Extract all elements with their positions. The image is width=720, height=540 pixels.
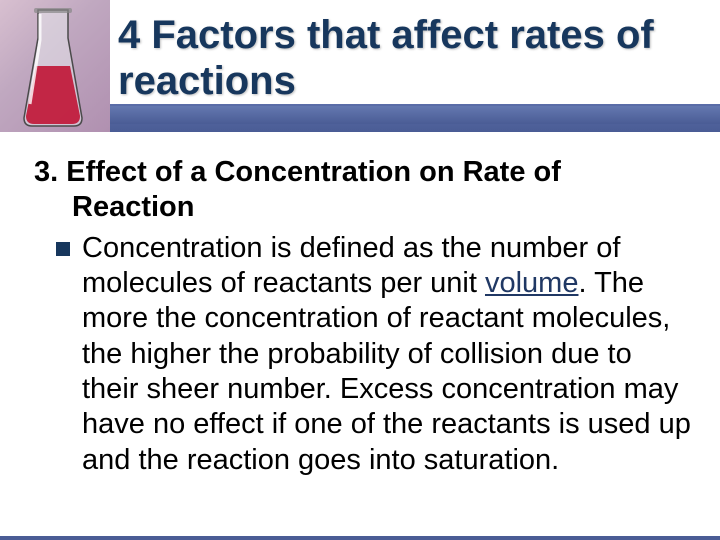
slide-header: 4 Factors that affect rates of reactions — [0, 0, 720, 138]
slide-content: 3. Effect of a Concentration on Rate of … — [34, 155, 694, 478]
flask-image — [0, 0, 110, 132]
heading-number: 3. — [34, 156, 66, 188]
bullet-text: Concentration is defined as the number o… — [82, 231, 694, 479]
volume-link[interactable]: volume — [485, 267, 579, 299]
bottom-accent-bar — [0, 536, 720, 540]
square-bullet-icon — [56, 242, 70, 256]
heading-line-2: Reaction — [34, 190, 694, 225]
heading-text-1: Effect of a Concentration on Rate of — [66, 156, 561, 188]
section-heading: 3. Effect of a Concentration on Rate of … — [34, 155, 694, 225]
flask-icon — [18, 8, 88, 128]
heading-line-1: 3. Effect of a Concentration on Rate of — [34, 156, 561, 188]
slide-title: 4 Factors that affect rates of reactions — [118, 12, 698, 104]
bullet-item: Concentration is defined as the number o… — [34, 231, 694, 479]
